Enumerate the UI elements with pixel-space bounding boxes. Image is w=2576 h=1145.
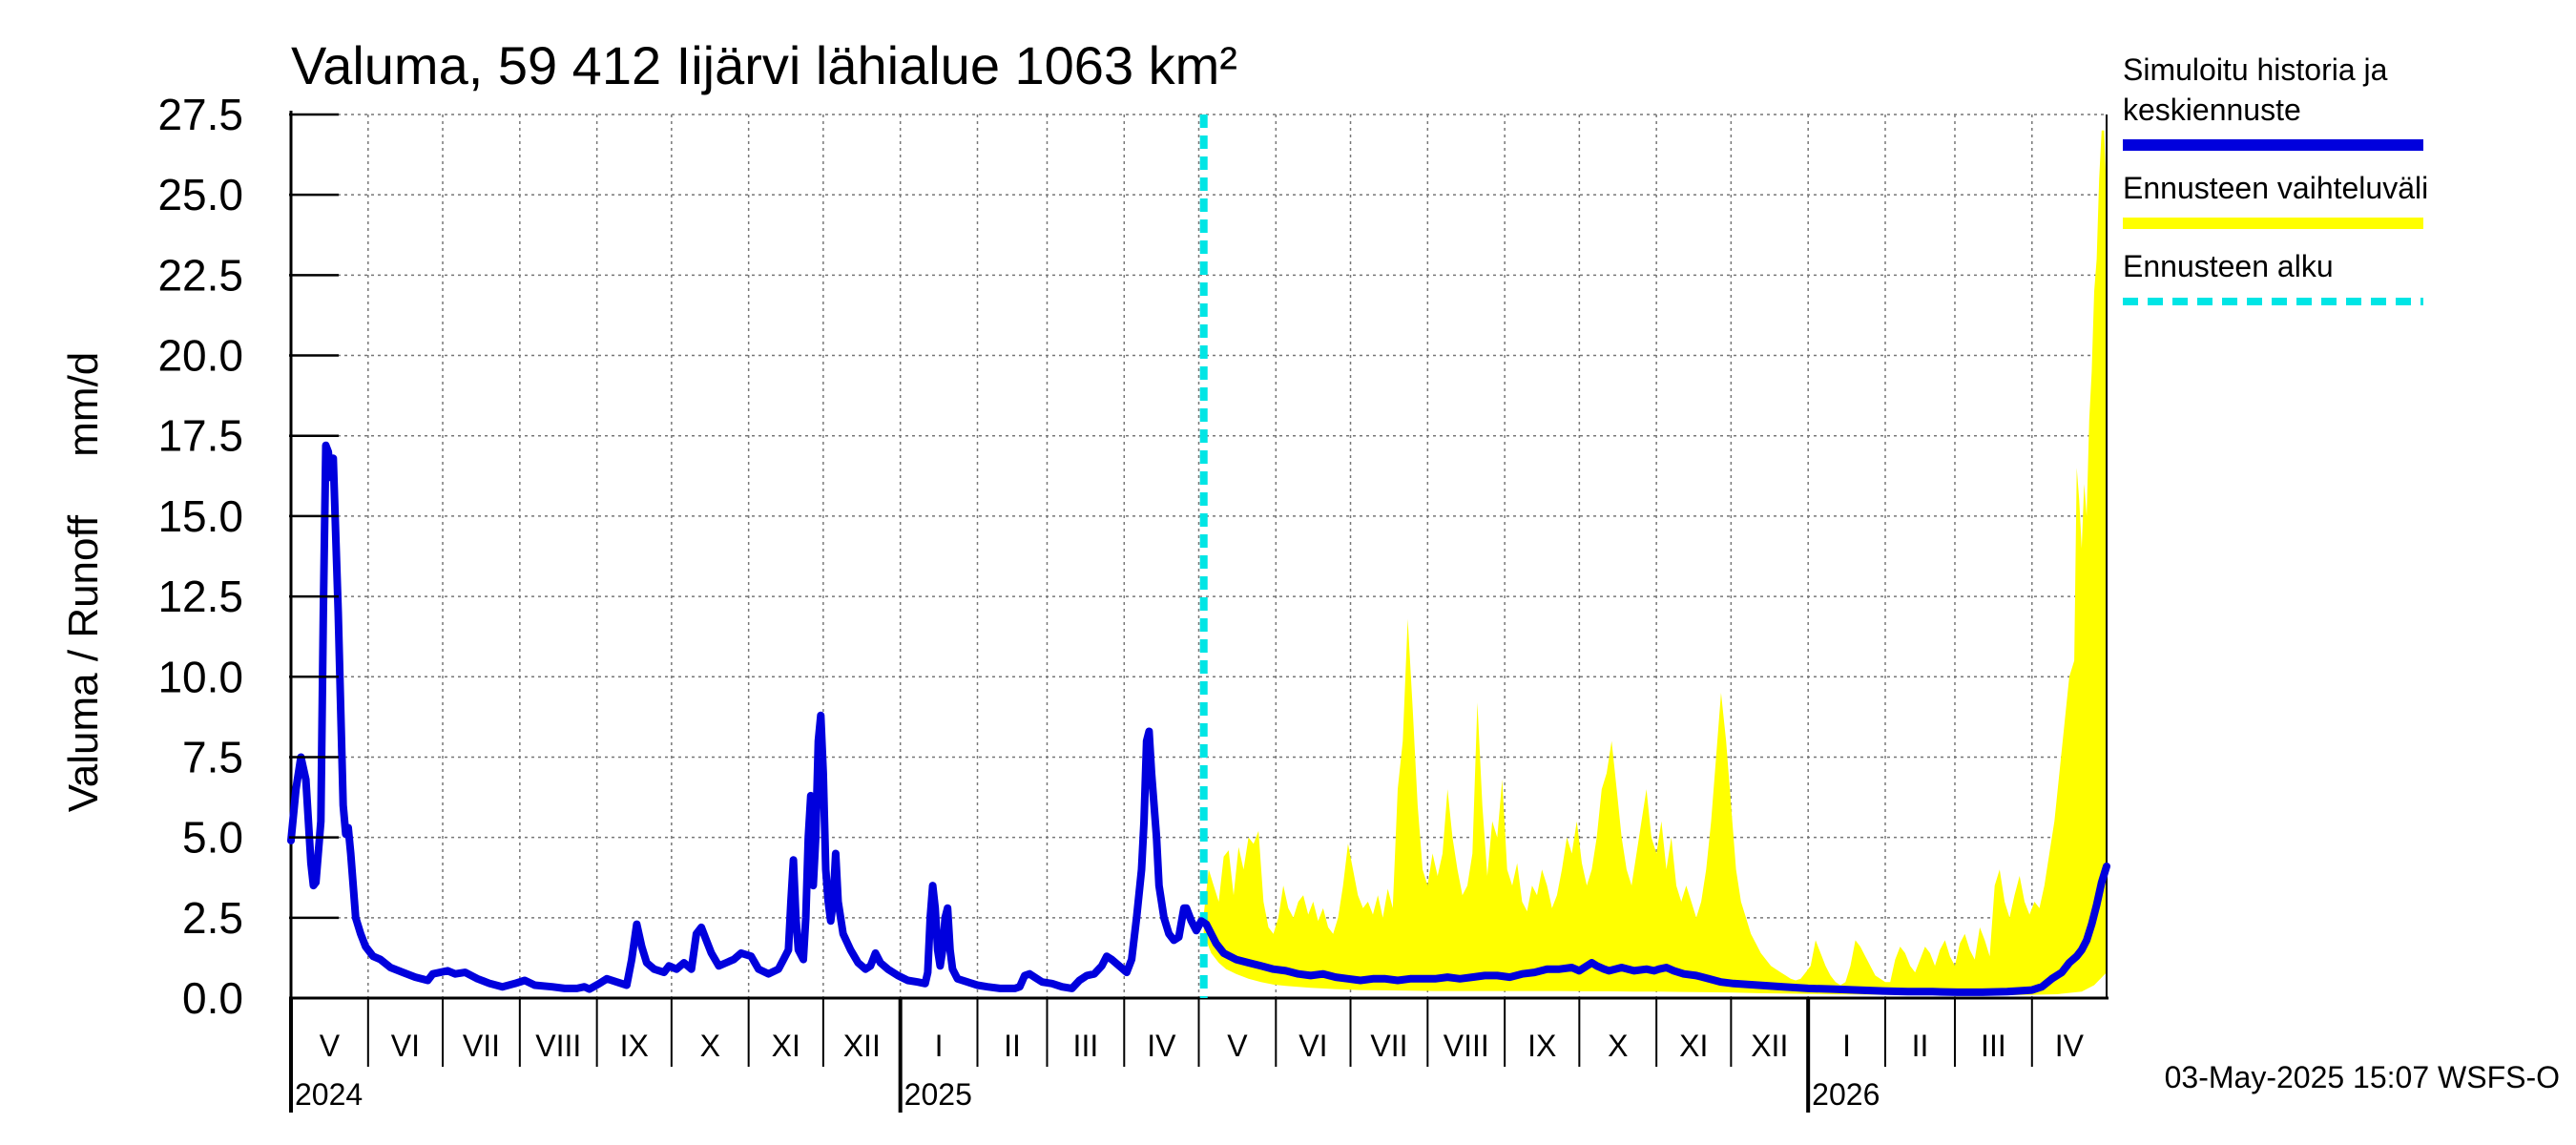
month-label: IX: [620, 1029, 649, 1063]
y-tick-label: 2.5: [182, 893, 243, 943]
y-tick-label: 12.5: [157, 572, 243, 621]
year-label: 2026: [1812, 1077, 1880, 1112]
legend-label: Ennusteen alku: [2123, 249, 2334, 283]
month-label: XII: [843, 1029, 881, 1063]
month-label: V: [1227, 1029, 1248, 1063]
y-tick-label: 25.0: [157, 170, 243, 219]
month-label: VII: [1370, 1029, 1407, 1063]
year-label: 2024: [295, 1077, 363, 1112]
legend-label: Simuloitu historia ja: [2123, 52, 2388, 87]
forecast-range-area: [1203, 130, 2107, 996]
legend-entry: Ennusteen alku: [2123, 249, 2423, 305]
timestamp-label: 03-May-2025 15:07 WSFS-O: [2165, 1060, 2560, 1094]
month-label: VI: [1298, 1029, 1327, 1063]
legend: Simuloitu historia ja keskiennuste Ennuste…: [2123, 52, 2428, 305]
month-label: XII: [1751, 1029, 1788, 1063]
y-axis-ticks: 0.0 2.5 5.0 7.5 10.0 12.5 15.0 17.5 20.0 22.5 25.0…: [157, 90, 339, 1023]
month-label: VIII: [1444, 1029, 1489, 1063]
month-label: II: [1912, 1029, 1929, 1063]
month-label: II: [1004, 1029, 1021, 1063]
legend-label: keskiennuste: [2123, 93, 2301, 127]
month-label: I: [1842, 1029, 1851, 1063]
legend-entry: Simuloitu historia ja keskiennuste: [2123, 52, 2423, 151]
month-label: X: [1608, 1029, 1628, 1063]
y-tick-label: 7.5: [182, 732, 243, 781]
month-label: IV: [1147, 1029, 1176, 1063]
y-axis-label: Valuma / Runoff mm/d: [60, 352, 107, 813]
month-label: XI: [1679, 1029, 1708, 1063]
simulated-history-series: [287, 441, 2110, 996]
month-label: VIII: [535, 1029, 581, 1063]
month-label: III: [1981, 1029, 2006, 1063]
year-label: 2025: [904, 1077, 972, 1112]
month-label: V: [320, 1029, 341, 1063]
y-tick-label: 27.5: [157, 90, 243, 139]
month-label: VII: [463, 1029, 500, 1063]
month-label: III: [1073, 1029, 1099, 1063]
y-tick-label: 10.0: [157, 652, 243, 701]
simulated-history-line: [287, 441, 2110, 996]
y-tick-label: 5.0: [182, 813, 243, 863]
chart-title: Valuma, 59 412 Iijärvi lähialue 1063 km²: [291, 35, 1237, 95]
month-label: XI: [772, 1029, 800, 1063]
month-label: I: [935, 1029, 944, 1063]
y-tick-label: 15.0: [157, 491, 243, 541]
month-label: IX: [1527, 1029, 1556, 1063]
x-axis: V VI VII VIII IX X XI XII I II III IV V VI VII VIII IX X X…: [289, 998, 2085, 1113]
y-tick-label: 0.0: [182, 973, 243, 1023]
gridlines: [291, 114, 2107, 998]
y-tick-label: 17.5: [157, 411, 243, 461]
forecast-range-band: [1203, 130, 2107, 996]
y-tick-label: 20.0: [157, 331, 243, 381]
month-label: IV: [2055, 1029, 2085, 1063]
legend-label: Ennusteen vaihteluväli: [2123, 171, 2428, 205]
month-label: VI: [391, 1029, 420, 1063]
legend-entry: Ennusteen vaihteluväli: [2123, 171, 2428, 229]
month-label: X: [700, 1029, 720, 1063]
y-tick-label: 22.5: [157, 250, 243, 300]
